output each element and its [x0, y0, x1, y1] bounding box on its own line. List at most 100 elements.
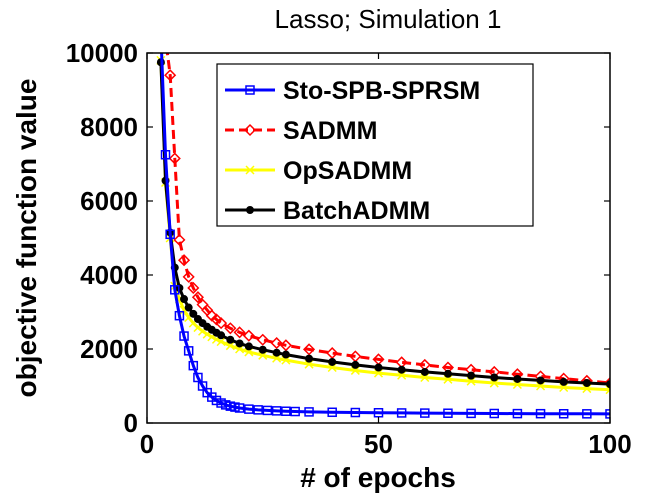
data-point-batchadmm [184, 303, 193, 312]
data-point-batchadmm [217, 331, 226, 340]
y-axis-label: objective function value [11, 79, 42, 398]
y-tick-label: 2000 [80, 334, 138, 364]
data-point-batchadmm [272, 348, 281, 357]
data-point-batchadmm [258, 345, 267, 354]
y-tick-label: 10000 [66, 38, 138, 68]
data-point-sadmm [603, 376, 610, 390]
data-point-batchadmm [420, 367, 429, 376]
legend-item-batchadmm: BatchADMM [225, 197, 430, 225]
legend-item-sadmm: SADMM [225, 117, 377, 145]
legend-marker-opsadmm [245, 165, 255, 175]
legend-item-sto-spb-sprsm: Sto-SPB-SPRSM [225, 77, 480, 105]
series-line-sadmm [165, 53, 610, 385]
data-point-sadmm [182, 270, 195, 283]
data-point-sto-spb-sprsm [244, 404, 254, 414]
data-point-sadmm [270, 337, 283, 350]
legend-label-sadmm: SADMM [283, 117, 377, 145]
data-point-batchadmm [467, 371, 476, 380]
data-point-sto-spb-sprsm [396, 408, 407, 418]
data-point-batchadmm [351, 360, 360, 369]
data-point-sto-spb-sprsm [271, 406, 282, 416]
data-point-batchadmm [189, 309, 198, 318]
data-point-sto-spb-sprsm [489, 408, 499, 419]
data-point-batchadmm [490, 373, 499, 382]
legend-marker-sto-spb-sprsm [245, 85, 255, 95]
data-point-sto-spb-sprsm [174, 310, 185, 321]
data-point-sto-spb-sprsm [582, 409, 592, 419]
legend-item-opsadmm: OpSADMM [225, 157, 412, 185]
data-point-sto-spb-sprsm [165, 229, 175, 240]
data-point-sto-spb-sprsm [350, 407, 361, 418]
data-point-sto-spb-sprsm [281, 406, 291, 416]
data-point-batchadmm [281, 350, 290, 359]
x-tick-label: 0 [140, 429, 154, 459]
data-point-sto-spb-sprsm [290, 406, 300, 417]
data-point-sto-spb-sprsm [304, 407, 314, 417]
y-tick-label: 8000 [80, 112, 138, 142]
data-point-batchadmm [226, 335, 235, 344]
data-point-sto-spb-sprsm [443, 408, 453, 418]
data-point-sto-spb-sprsm [420, 408, 430, 418]
data-point-batchadmm [244, 342, 253, 351]
data-point-opsadmm [216, 337, 226, 347]
data-point-sadmm [156, 30, 166, 40]
data-point-batchadmm [397, 365, 406, 374]
data-point-sadmm [224, 322, 237, 335]
data-point-sadmm [302, 343, 316, 356]
legend-label-opsadmm: OpSADMM [283, 157, 412, 185]
data-point-sto-spb-sprsm [157, 31, 165, 39]
data-point-batchadmm [443, 369, 452, 378]
data-point-batchadmm [559, 377, 568, 386]
legend-marker-batchadmm [246, 206, 254, 214]
data-point-sadmm [161, 33, 171, 43]
y-tick-label: 0 [124, 408, 138, 438]
data-point-sto-spb-sprsm [373, 408, 384, 418]
data-point-sadmm [191, 291, 204, 304]
data-point-sto-spb-sprsm [179, 331, 189, 341]
x-tick-label: 50 [364, 429, 393, 459]
data-point-batchadmm [582, 379, 591, 388]
y-tick-label: 4000 [80, 260, 138, 290]
data-point-batchadmm [180, 295, 189, 304]
data-point-sto-spb-sprsm [253, 405, 263, 415]
data-point-sadmm [173, 233, 186, 246]
data-point-sto-spb-sprsm [558, 409, 569, 419]
legend-label-sto-spb-sprsm: Sto-SPB-SPRSM [283, 77, 480, 105]
series-layer [156, 30, 610, 419]
chart-title: Lasso; Simulation 1 [275, 4, 502, 34]
data-point-sto-spb-sprsm [183, 346, 194, 356]
data-point-batchadmm [513, 374, 522, 383]
data-point-sadmm [256, 333, 269, 346]
data-point-sto-spb-sprsm [160, 150, 171, 160]
data-point-sadmm [279, 339, 292, 352]
data-point-sto-spb-sprsm [466, 408, 476, 419]
legend: Sto-SPB-SPRSM SADMM OpSADMM BatchADMM [216, 63, 534, 227]
data-point-sadmm [187, 281, 200, 295]
y-tick-label: 6000 [80, 186, 138, 216]
data-point-batchadmm [606, 380, 610, 389]
series-batchadmm [156, 58, 610, 389]
data-point-batchadmm [235, 339, 244, 348]
x-tick-label: 100 [588, 429, 631, 459]
legend-marker-sadmm [243, 123, 257, 137]
data-point-sadmm [164, 69, 177, 82]
series-line-opsadmm [159, 60, 610, 392]
data-point-batchadmm [374, 363, 383, 372]
data-point-sto-spb-sprsm [512, 408, 523, 419]
data-point-sto-spb-sprsm [535, 408, 546, 419]
series-line-batchadmm [159, 62, 610, 386]
data-point-sto-spb-sprsm [234, 403, 245, 413]
series-sto-spb-sprsm [157, 31, 610, 419]
data-point-sto-spb-sprsm [170, 285, 180, 295]
data-point-opsadmm [225, 341, 235, 351]
data-point-batchadmm [305, 354, 314, 363]
data-point-sadmm [177, 254, 191, 267]
data-point-sadmm [168, 152, 181, 165]
data-point-sto-spb-sprsm [327, 407, 337, 418]
data-point-sto-spb-sprsm [605, 409, 610, 419]
legend-label-batchadmm: BatchADMM [283, 197, 430, 225]
data-point-sadmm [233, 326, 246, 339]
data-point-batchadmm [328, 357, 337, 366]
data-point-sto-spb-sprsm [188, 360, 199, 371]
